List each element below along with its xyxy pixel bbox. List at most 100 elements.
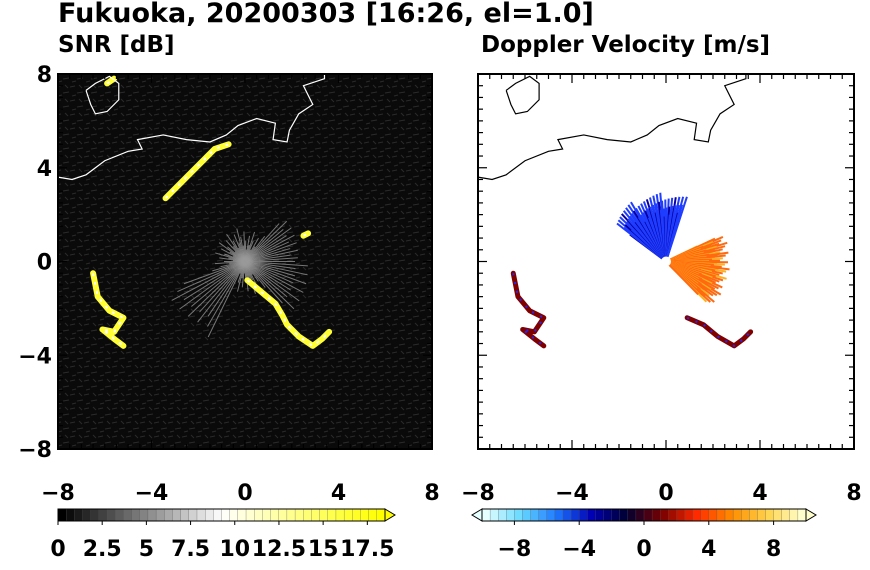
snr-clutter-spoke — [244, 228, 284, 262]
doppler-colorbar-segment — [700, 508, 710, 522]
snr-colorbar-segment — [237, 508, 247, 522]
snr-colorbar: 0 2.5 5 7.5 10 12.5 15 17.5 — [50, 508, 396, 562]
x-tick-label: 4 — [752, 481, 767, 506]
coastline-line — [505, 75, 540, 115]
doppler-colorbar-segment — [611, 508, 621, 522]
doppler-colorbar-segment — [741, 508, 750, 522]
snr-echo-small-echo-n — [162, 141, 232, 202]
snr-clutter-spoke — [244, 261, 295, 310]
doppler-colorbar-segment — [684, 508, 694, 522]
snr-colorbar-segment — [311, 508, 321, 522]
x-tick-label: −4 — [135, 481, 169, 506]
doppler-colorbar-segment — [587, 508, 597, 522]
snr-clutter-spoke — [244, 254, 291, 262]
y-tick-label: −8 — [18, 438, 52, 463]
snr-colorbar-segment — [360, 508, 370, 522]
snr-clutter-spoke — [244, 242, 297, 262]
snr-colorbar-segment — [254, 508, 264, 522]
snr-colorbar-label: 7.5 — [171, 537, 210, 562]
snr-colorbar-frame — [57, 508, 386, 522]
snr-colorbar-segment — [155, 508, 165, 522]
snr-clutter-spoke — [199, 261, 246, 313]
snr-colorbar-segment — [131, 508, 141, 522]
dop-echoes — [510, 270, 754, 349]
snr-clutter-spoke — [244, 234, 295, 262]
x-tick-label: −4 — [555, 481, 589, 506]
snr-clutter-spoke — [183, 261, 246, 285]
snr-clutter-spoke — [244, 235, 287, 262]
doppler-colorbar-segment — [546, 508, 556, 522]
x-tick-label: −8 — [41, 481, 75, 506]
snr-clutter-spoke — [207, 261, 246, 317]
snr-colorbar-segment — [147, 508, 157, 522]
snr-colorbar-segment — [123, 508, 133, 522]
snr-colorbar-segment — [139, 508, 149, 522]
snr-colorbar-segment — [286, 508, 296, 522]
doppler-colorbar-segment — [498, 508, 507, 522]
doppler-colorbar-segment — [522, 508, 532, 522]
snr-clutter-spoke — [244, 249, 298, 262]
doppler-panel: −8 −4 0 4 8 — [461, 73, 862, 506]
snr-clutter-spoke — [244, 261, 292, 291]
snr-clutter-spoke — [244, 261, 296, 270]
doppler-colorbar-label: −4 — [562, 537, 596, 562]
doppler-colorbar-segment — [635, 508, 645, 522]
snr-colorbar-segment — [164, 508, 174, 522]
snr-clutter-spoke — [187, 261, 246, 317]
snr-clutter-spokes — [171, 220, 308, 338]
snr-colorbar-segment — [66, 508, 76, 522]
doppler-colorbar-segment — [797, 508, 807, 522]
snr-colorbar-segment — [352, 508, 362, 522]
y-tick-label: 4 — [37, 157, 52, 182]
doppler-colorbar-label: 0 — [636, 537, 651, 562]
snr-colorbar-label: 10 — [219, 537, 250, 562]
doppler-colorbar-segment — [643, 508, 653, 522]
radar-site-gap — [661, 256, 671, 267]
snr-echo-core-small-echo-ne — [302, 232, 309, 237]
doppler-colorbar-segment — [749, 508, 759, 522]
doppler-colorbar-segment — [481, 508, 491, 522]
doppler-colorbar-segment — [603, 508, 613, 522]
snr-colorbar-segment — [335, 508, 345, 522]
snr-colorbar-segment — [376, 508, 386, 522]
snr-colorbar-segment — [172, 508, 182, 522]
doppler-colorbar-segment — [765, 508, 775, 522]
snr-colorbar-segment — [57, 508, 67, 522]
x-tick-label: 8 — [846, 481, 861, 506]
doppler-colorbar-segment — [627, 508, 637, 522]
snr-colorbar-segment — [270, 508, 280, 522]
snr-clutter-spoke — [191, 261, 246, 307]
doppler-colorbar-segment — [619, 508, 629, 522]
snr-colorbar-label: 0 — [50, 537, 65, 562]
doppler-colorbar-segment — [595, 508, 605, 522]
doppler-colorbar-segment — [789, 508, 799, 522]
snr-colorbar-segment — [74, 508, 84, 522]
snr-panel: −8 −4 0 4 8 −8 −4 0 4 8 — [18, 63, 439, 506]
doppler-colorbar-segment — [530, 508, 540, 522]
coastline-line — [57, 74, 326, 181]
doppler-colorbar-segment — [506, 508, 516, 522]
snr-clutter-spoke — [244, 261, 288, 298]
snr-colorbar-segment — [204, 508, 214, 522]
x-tick-label: 4 — [331, 481, 346, 506]
dop-coastline — [477, 74, 747, 181]
snr-colorbar-segment — [115, 508, 125, 522]
doppler-colorbar-segment — [708, 508, 718, 522]
doppler-colorbar-segment — [757, 508, 767, 522]
x-tick-label: 0 — [658, 481, 673, 506]
snr-coastline — [57, 74, 326, 181]
doppler-colorbar-label: −8 — [498, 537, 532, 562]
snr-colorbar-segment — [343, 508, 353, 522]
snr-clutter-spoke — [244, 261, 296, 277]
doppler-colorbar-label: 8 — [766, 537, 781, 562]
snr-colorbar-segment — [221, 508, 231, 522]
snr-echoes — [90, 75, 333, 349]
snr-colorbar-label: 17.5 — [340, 537, 394, 562]
doppler-fan — [616, 192, 730, 303]
snr-clutter-spoke — [244, 257, 298, 262]
snr-colorbar-segment — [245, 508, 255, 522]
snr-clutter-spoke — [171, 261, 246, 301]
doppler-colorbar-segment — [732, 508, 742, 522]
snr-colorbar-segment — [90, 508, 100, 522]
